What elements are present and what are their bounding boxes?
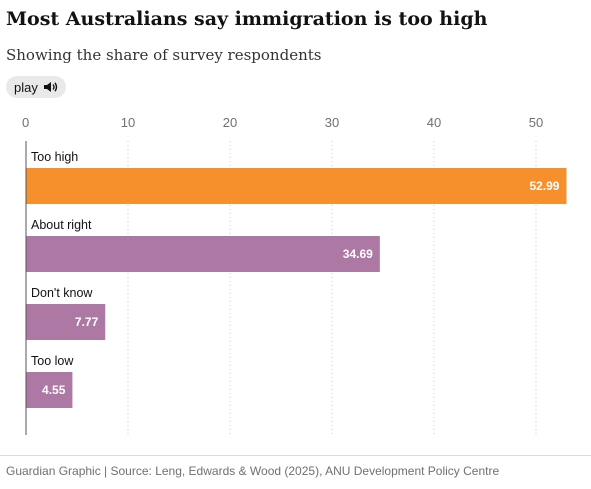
play-button[interactable]: play: [6, 76, 66, 98]
chart-subtitle: Showing the share of survey respondents: [6, 46, 322, 64]
category-label: About right: [31, 218, 92, 232]
category-label: Don't know: [31, 286, 93, 300]
x-tick-label: 0: [22, 115, 29, 130]
value-label: 7.77: [75, 315, 99, 329]
bar: [26, 236, 380, 272]
value-label: 34.69: [343, 247, 373, 261]
x-tick-label: 50: [529, 115, 543, 130]
play-label: play: [14, 79, 38, 95]
x-tick-label: 40: [427, 115, 441, 130]
bar: [26, 372, 73, 408]
category-label: Too high: [31, 150, 78, 164]
category-label: Too low: [31, 354, 74, 368]
speaker-icon: [43, 81, 58, 93]
x-tick-label: 10: [121, 115, 135, 130]
x-tick-label: 20: [223, 115, 237, 130]
bar: [26, 304, 106, 340]
footer-divider: [0, 455, 591, 456]
bar-chart: 0 10 20 30 40 50 Too high 52.99 About right 34.69…: [22, 115, 567, 435]
bar: [26, 168, 567, 204]
value-label: 52.99: [529, 179, 559, 193]
x-tick-label: 30: [325, 115, 339, 130]
chart-title: Most Australians say immigration is too …: [6, 8, 488, 30]
source-note: Guardian Graphic | Source: Leng, Edwards…: [6, 464, 500, 478]
value-label: 4.55: [42, 383, 66, 397]
